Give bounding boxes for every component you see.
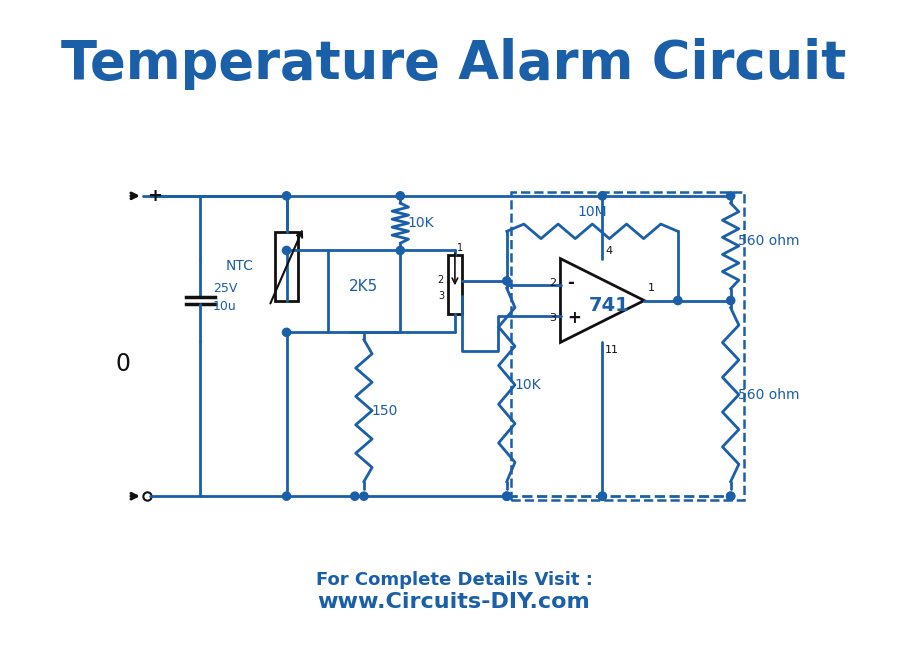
Text: 10K: 10K [514,378,540,392]
Circle shape [598,492,607,500]
Text: 2: 2 [548,278,556,288]
Text: 4: 4 [605,246,612,256]
Text: 741: 741 [589,296,630,314]
Circle shape [726,192,735,200]
Circle shape [726,492,735,500]
Text: +: + [567,309,581,327]
Text: 10M: 10M [577,204,607,218]
Text: 3: 3 [549,313,556,323]
Circle shape [282,492,291,500]
Circle shape [396,247,404,255]
Circle shape [503,492,511,500]
Circle shape [503,277,511,285]
Text: 2: 2 [438,275,444,285]
Bar [328,251,400,333]
Circle shape [503,492,511,500]
Circle shape [360,492,368,500]
Text: 2K5: 2K5 [350,280,379,294]
Text: +: + [147,187,163,205]
Circle shape [598,192,607,200]
Text: 3: 3 [438,290,444,300]
Text: 0: 0 [115,352,130,376]
Text: 1: 1 [648,283,655,293]
Bar [511,192,745,500]
Circle shape [396,192,404,200]
Text: 150: 150 [371,404,398,417]
Text: 1: 1 [457,243,463,253]
Circle shape [282,247,291,255]
Text: 560 ohm: 560 ohm [738,235,799,249]
Text: NTC: NTC [225,259,253,274]
Circle shape [674,296,682,304]
Circle shape [282,328,291,337]
Text: 11: 11 [605,345,619,355]
Text: 10K: 10K [408,216,434,230]
Text: For Complete Details Visit :: For Complete Details Visit : [316,571,592,589]
Bar [448,255,462,314]
Text: Temperature Alarm Circuit: Temperature Alarm Circuit [62,38,846,90]
Bar [275,233,299,300]
Text: -: - [567,274,574,292]
Text: 25V
10u: 25V 10u [212,282,237,313]
Circle shape [598,492,607,500]
Text: 560 ohm: 560 ohm [738,388,799,402]
Text: www.Circuits-DIY.com: www.Circuits-DIY.com [318,592,590,612]
Circle shape [282,192,291,200]
Circle shape [726,296,735,304]
Circle shape [350,492,359,500]
Circle shape [726,492,735,500]
